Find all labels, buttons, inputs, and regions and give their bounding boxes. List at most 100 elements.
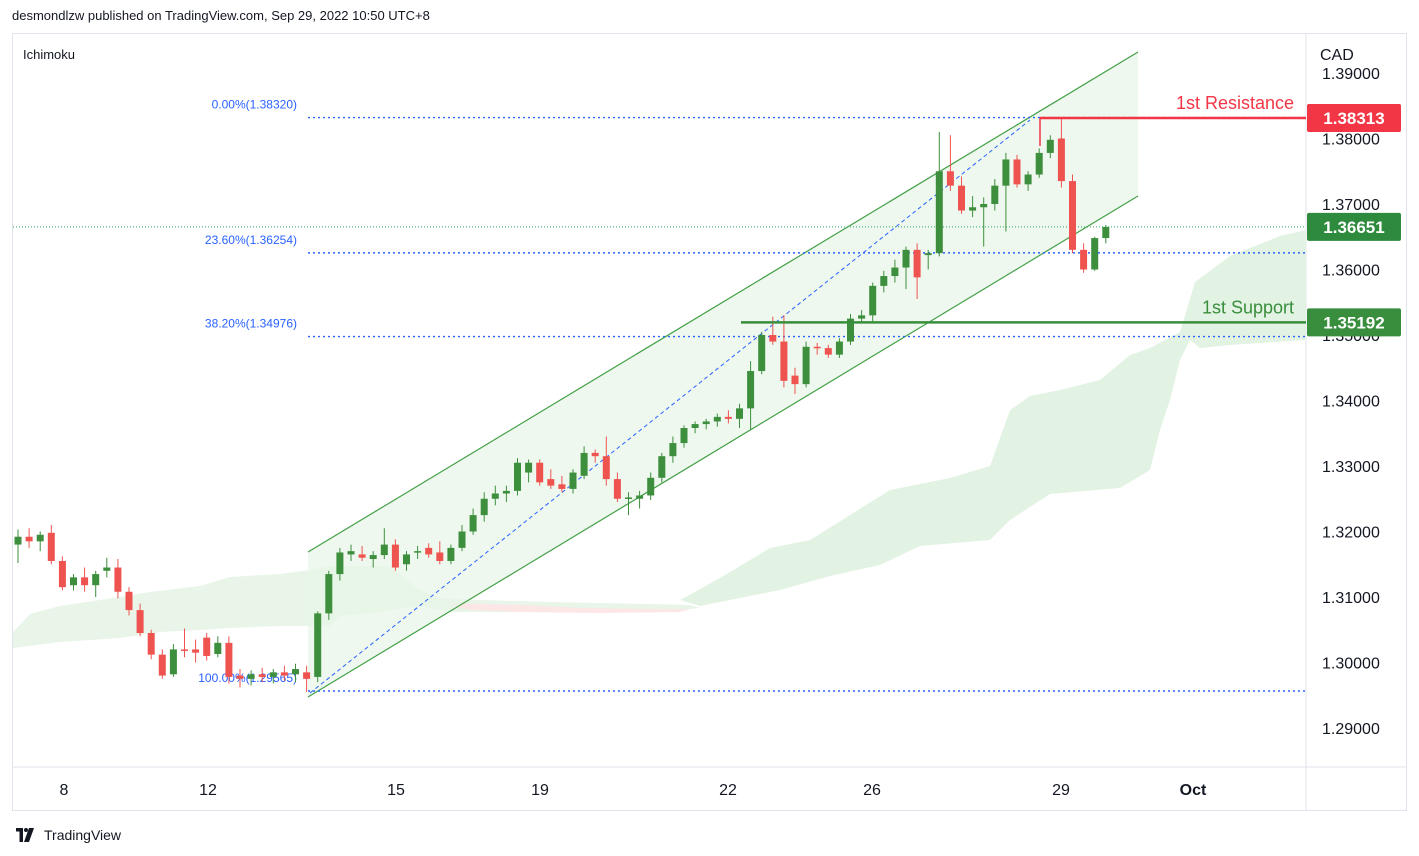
candle[interactable] [958, 176, 965, 214]
candle[interactable] [569, 469, 577, 494]
candle[interactable] [1069, 174, 1076, 254]
candle[interactable] [480, 492, 488, 522]
candle[interactable] [736, 403, 743, 429]
candle[interactable] [292, 663, 299, 683]
candle[interactable] [36, 531, 44, 552]
candle[interactable] [935, 131, 943, 257]
candle[interactable] [458, 524, 466, 552]
candle[interactable] [802, 341, 810, 388]
candle[interactable] [403, 551, 410, 571]
candles[interactable] [14, 117, 1110, 692]
candle[interactable] [81, 567, 89, 592]
candle[interactable] [525, 459, 533, 483]
candle[interactable] [114, 559, 122, 599]
candle[interactable] [47, 524, 55, 565]
candle[interactable] [536, 459, 544, 486]
candle[interactable] [724, 410, 732, 424]
candle[interactable] [391, 539, 399, 571]
candle[interactable] [847, 314, 854, 345]
candle[interactable] [658, 452, 666, 483]
candle[interactable] [147, 629, 155, 660]
candle[interactable] [880, 270, 888, 293]
time-axis[interactable]: 8 12 15 19 22 26 29 Oct [60, 782, 1207, 799]
candle[interactable] [902, 246, 910, 290]
candle[interactable] [625, 492, 632, 516]
candle[interactable] [347, 544, 355, 561]
candle[interactable] [25, 528, 33, 548]
candle[interactable] [758, 331, 766, 375]
candle[interactable] [702, 418, 710, 430]
candle[interactable] [924, 249, 932, 270]
candle[interactable] [713, 413, 721, 427]
candle[interactable] [414, 545, 422, 560]
candle[interactable] [14, 529, 22, 563]
candle[interactable] [980, 197, 988, 247]
candle[interactable] [636, 490, 644, 509]
candle[interactable] [514, 458, 521, 496]
candle[interactable] [602, 436, 610, 486]
candle[interactable] [669, 436, 677, 463]
candle[interactable] [358, 545, 366, 561]
candle[interactable] [858, 310, 866, 324]
candle[interactable] [780, 315, 788, 388]
candle[interactable] [325, 570, 333, 620]
candle[interactable] [647, 472, 655, 501]
candle[interactable] [192, 639, 200, 663]
candle[interactable] [1080, 243, 1088, 273]
candle[interactable] [558, 475, 566, 493]
candle[interactable] [1035, 148, 1043, 178]
candle[interactable] [791, 367, 799, 394]
candle[interactable] [680, 425, 688, 448]
price-axis[interactable]: 1.390001.380001.370001.360001.350001.340… [1307, 66, 1401, 738]
candle[interactable] [369, 551, 377, 568]
candle[interactable] [1046, 135, 1054, 159]
candle[interactable] [125, 587, 133, 616]
candle[interactable] [891, 259, 899, 283]
candle[interactable] [258, 667, 266, 683]
candle[interactable] [303, 665, 311, 692]
candle[interactable] [869, 282, 877, 322]
candle[interactable] [469, 508, 477, 535]
candle[interactable] [991, 179, 999, 211]
candle[interactable] [214, 636, 222, 658]
candle[interactable] [336, 547, 344, 581]
candle[interactable] [158, 649, 166, 679]
indicator-label[interactable]: Ichimoku [23, 47, 75, 62]
candle[interactable] [502, 485, 510, 503]
candle[interactable] [425, 543, 433, 558]
candle[interactable] [813, 342, 821, 355]
candle[interactable] [280, 665, 288, 681]
candle[interactable] [247, 670, 255, 686]
candle[interactable] [58, 556, 66, 591]
candle[interactable] [547, 469, 555, 489]
candle[interactable] [169, 644, 177, 677]
candle[interactable] [1057, 117, 1065, 188]
candle[interactable] [314, 611, 322, 683]
candle[interactable] [835, 338, 843, 358]
candle[interactable] [491, 485, 499, 506]
candle[interactable] [691, 421, 699, 434]
candle[interactable] [92, 570, 100, 597]
candle[interactable] [1002, 152, 1010, 232]
candle[interactable] [1091, 236, 1099, 271]
candle[interactable] [225, 636, 233, 684]
candle[interactable] [580, 446, 588, 480]
candle[interactable] [236, 669, 244, 688]
candle[interactable] [913, 243, 921, 299]
candle[interactable] [136, 603, 144, 637]
candle[interactable] [1013, 154, 1021, 188]
candle[interactable] [103, 557, 111, 578]
candle[interactable] [447, 544, 455, 565]
candle[interactable] [70, 574, 77, 591]
candle[interactable] [1024, 171, 1032, 191]
candle[interactable] [969, 196, 977, 218]
candle[interactable] [380, 528, 388, 560]
candle[interactable] [203, 633, 211, 661]
candle[interactable] [824, 344, 832, 358]
candle[interactable] [747, 361, 755, 430]
candle[interactable] [436, 541, 444, 565]
candle[interactable] [181, 628, 188, 658]
candle[interactable] [269, 669, 277, 684]
candle[interactable] [1102, 224, 1110, 244]
